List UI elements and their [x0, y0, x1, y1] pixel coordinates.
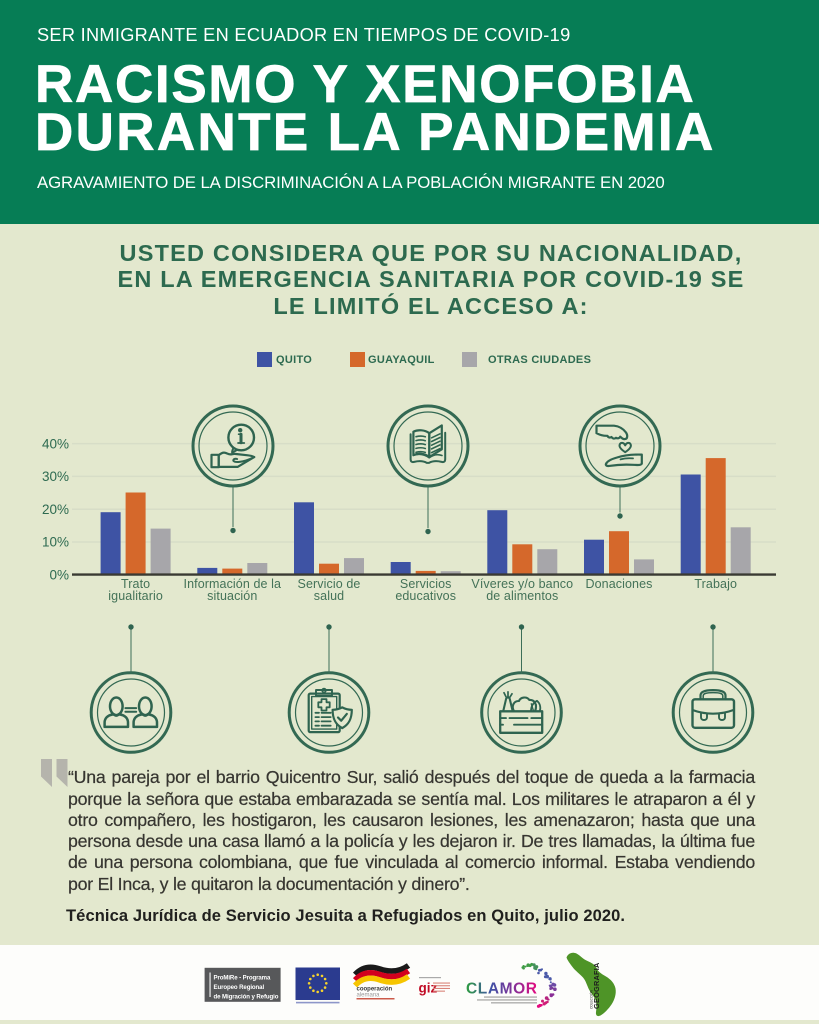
svg-text:Trato: Trato — [121, 577, 150, 591]
svg-text:alemana: alemana — [357, 993, 381, 999]
svg-text:de alimentos: de alimentos — [486, 589, 558, 603]
svg-text:Servicio de: Servicio de — [298, 577, 361, 591]
svg-text:20%: 20% — [42, 502, 69, 517]
svg-text:salud: salud — [314, 589, 344, 603]
svg-text:30%: 30% — [42, 469, 69, 484]
svg-text:GEOGRAFIA: GEOGRAFIA — [592, 962, 601, 1009]
svg-text:Servicios: Servicios — [400, 577, 452, 591]
svg-text:giz: giz — [419, 981, 438, 996]
svg-text:ProMiRe - Programa: ProMiRe - Programa — [214, 975, 271, 982]
svg-text:CLAMOR: CLAMOR — [466, 981, 537, 998]
svg-text:de Migración y Refugio: de Migración y Refugio — [214, 994, 279, 1001]
svg-text:igualitario: igualitario — [108, 589, 163, 603]
svg-text:educativos: educativos — [395, 589, 456, 603]
svg-text:Europeo Regional: Europeo Regional — [214, 984, 265, 991]
svg-text:COLECCIÓN: COLECCIÓN — [589, 989, 594, 1009]
svg-text:0%: 0% — [49, 568, 69, 583]
svg-text:cooperación: cooperación — [357, 987, 393, 993]
svg-text:10%: 10% — [42, 535, 69, 550]
svg-text:Información de la: Información de la — [184, 577, 282, 591]
svg-text:40%: 40% — [42, 436, 69, 451]
svg-text:Donaciones: Donaciones — [585, 577, 652, 591]
svg-text:Trabajo: Trabajo — [694, 577, 737, 591]
svg-text:situación: situación — [207, 589, 257, 603]
svg-text:Víveres y/o banco: Víveres y/o banco — [471, 577, 573, 591]
